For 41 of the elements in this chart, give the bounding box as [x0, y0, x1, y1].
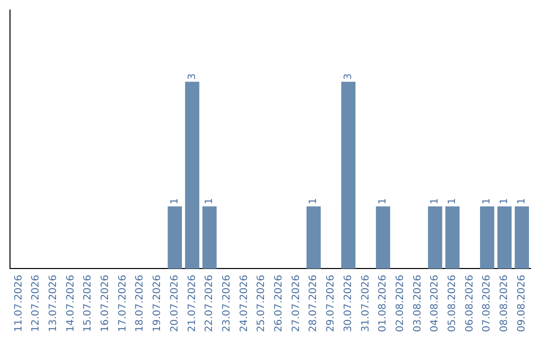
data-label: 1 — [204, 198, 216, 204]
x-tick-label: 09.08.2026 — [516, 274, 528, 332]
data-label: 1 — [308, 198, 320, 204]
data-label: 1 — [516, 198, 528, 204]
x-tick-label: 31.07.2026 — [360, 274, 372, 332]
x-tick-label: 12.07.2026 — [30, 274, 42, 332]
data-label: 1 — [499, 198, 510, 204]
x-tick-label: 27.07.2026 — [290, 274, 302, 332]
data-label: 1 — [430, 198, 441, 204]
x-tick-label: 29.07.2026 — [326, 274, 337, 332]
x-tick-label: 02.08.2026 — [394, 274, 406, 332]
x-tick-label: 16.07.2026 — [100, 274, 112, 332]
x-tick-label: 28.07.2026 — [308, 274, 320, 332]
x-tick-label: 13.07.2026 — [48, 274, 59, 332]
data-label: 1 — [482, 198, 493, 204]
x-tick-label: 30.07.2026 — [342, 274, 354, 332]
x-tick-label: 25.07.2026 — [256, 274, 268, 332]
x-tick-label: 08.08.2026 — [499, 274, 510, 332]
x-tick-label: 04.08.2026 — [430, 274, 441, 332]
x-tick-label: 11.07.2026 — [13, 274, 24, 332]
x-tick-label: 22.07.2026 — [204, 274, 216, 332]
data-label: 3 — [342, 73, 354, 80]
x-tick-label: 21.07.2026 — [186, 274, 198, 332]
x-tick-label: 05.08.2026 — [447, 274, 458, 332]
x-tick-label: 14.07.2026 — [65, 274, 76, 332]
x-tick-label: 06.08.2026 — [464, 274, 476, 332]
x-tick-label: 07.08.2026 — [482, 274, 493, 332]
x-tick-label: 23.07.2026 — [221, 274, 232, 332]
x-tick-label: 15.07.2026 — [82, 274, 94, 332]
data-label: 1 — [169, 198, 180, 204]
x-tick-label: 26.07.2026 — [274, 274, 285, 332]
x-tick-label: 17.07.2026 — [117, 274, 128, 332]
x-tick-label: 20.07.2026 — [169, 274, 180, 332]
data-label: 3 — [186, 73, 198, 80]
x-tick-label: 01.08.2026 — [378, 274, 389, 332]
x-tick-label: 24.07.2026 — [238, 274, 250, 332]
x-tick-label: 18.07.2026 — [134, 274, 146, 332]
data-label: 1 — [447, 198, 458, 204]
x-tick-label: 19.07.2026 — [152, 274, 164, 332]
data-label: 1 — [378, 198, 389, 204]
x-tick-label: 03.08.2026 — [412, 274, 424, 332]
